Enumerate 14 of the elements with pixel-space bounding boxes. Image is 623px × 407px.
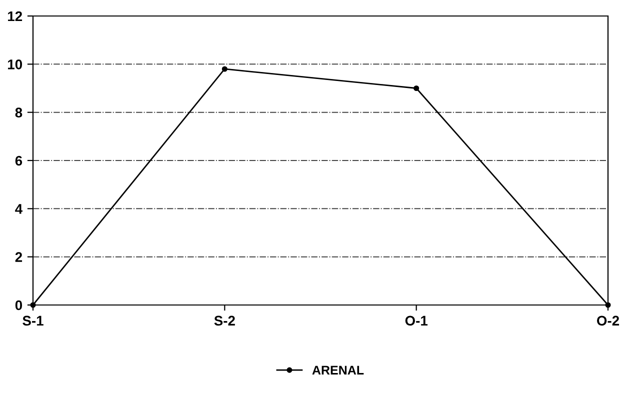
- y-tick-label: 6: [15, 156, 22, 166]
- x-tick-label: S-2: [214, 316, 235, 326]
- y-tick-label: 0: [15, 300, 22, 310]
- point: [222, 66, 228, 72]
- y-tick-label: 12: [8, 11, 22, 22]
- x-tick-label: O-2: [596, 316, 620, 326]
- point: [414, 85, 420, 92]
- y-tick-label: 8: [15, 108, 22, 118]
- x-tick-label: O-1: [405, 316, 428, 326]
- x-tick-label: S-1: [22, 316, 44, 326]
- y-tick-label: 10: [8, 60, 22, 70]
- legend-label: ARENAL: [312, 366, 364, 374]
- y-tick-label: 4: [15, 204, 23, 214]
- y-tick-label: 2: [15, 252, 22, 262]
